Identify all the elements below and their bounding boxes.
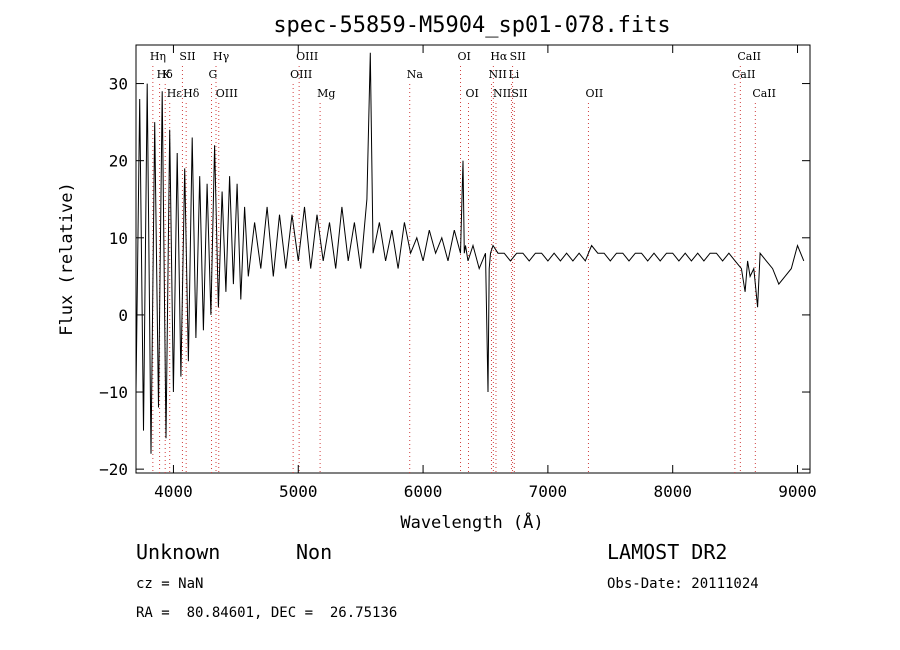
line-marker-label: CaII [732,68,756,81]
spectral-line-markers: HηHδKHεSIIHδHγGOIIIOIIIOIIIMgNaOIOIHαNII… [150,50,776,473]
y-tick-label: 10 [109,229,128,248]
line-marker-label: SII [510,50,526,63]
chart-title: spec-55859-M5904_sp01-078.fits [273,13,670,38]
y-tick-label: 30 [109,75,128,94]
line-marker-label: OIII [290,68,312,81]
line-marker-label: Hα [490,50,508,63]
plot-frame [135,44,811,474]
line-marker-label: OI [458,50,471,63]
y-tick-label: 20 [109,152,128,171]
x-axis-label: Wavelength (Å) [400,511,543,533]
x-tick-label: 8000 [653,482,692,501]
x-tick-label: 7000 [529,482,568,501]
line-marker-label: NII [493,87,511,100]
line-marker-label: OIII [216,87,238,100]
line-marker-label: SII [179,50,195,63]
y-tick-label: −10 [99,383,128,402]
axis-ticks: 4000 5000 6000 7000 8000 9000 −20 −10 0 10 20 30 [99,45,817,501]
line-marker-label: CaII [752,87,776,100]
line-marker-label: Hδ [157,68,174,81]
line-marker-label: OII [585,87,603,100]
line-marker-label: Li [508,68,519,81]
coordinates: RA = 80.84601, DEC = 26.75136 [136,605,398,621]
line-marker-label: CaII [737,50,761,63]
line-marker-label: G [209,68,218,81]
line-marker-label: Hε [167,87,183,100]
x-tick-label: 5000 [279,482,318,501]
line-marker-label: Hδ [183,87,200,100]
line-marker-label: Na [407,68,424,81]
object-class: Unknown [136,540,221,564]
line-marker-label: OI [466,87,479,100]
survey-name: LAMOST DR2 [607,540,728,564]
line-marker-label: NII [488,68,506,81]
line-marker-label: Hγ [213,50,230,63]
line-marker-label: OIII [296,50,318,63]
y-axis-label: Flux (relative) [57,182,77,336]
redshift-cz: cz = NaN [136,576,204,592]
line-marker-label: Mg [317,87,335,100]
observation-date: Obs-Date: 20111024 [607,576,759,592]
x-tick-label: 9000 [778,482,817,501]
spectrum-line [135,52,805,454]
y-tick-label: −20 [99,460,128,479]
y-tick-label: 0 [118,306,128,325]
line-marker-label: Hη [150,50,166,63]
line-marker-label: SII [511,87,527,100]
object-subclass: Non [296,540,333,564]
x-tick-label: 4000 [154,482,193,501]
line-marker-label: K [162,68,171,81]
x-tick-label: 6000 [404,482,443,501]
